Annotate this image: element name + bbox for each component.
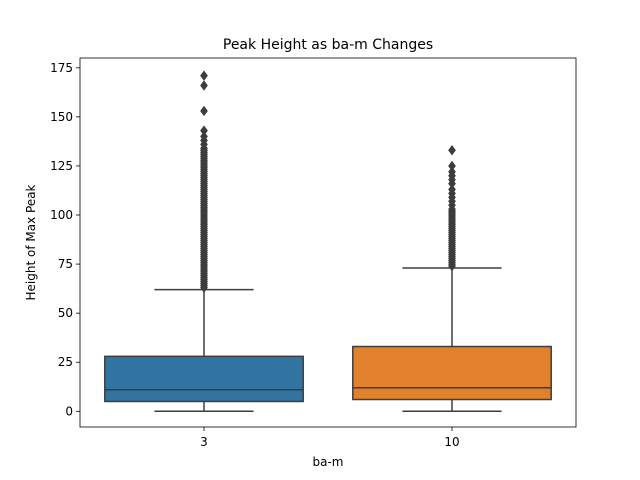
box-group-3 xyxy=(104,70,304,413)
outlier-point xyxy=(448,144,456,156)
y-tick-label: 150 xyxy=(50,110,73,124)
x-axis: 3 10 xyxy=(200,427,460,449)
plot-area xyxy=(104,70,552,413)
y-tick-label: 0 xyxy=(65,404,73,418)
x-tick-label: 3 xyxy=(200,435,208,449)
outlier-point xyxy=(200,70,208,81)
y-tick-label: 25 xyxy=(58,355,73,369)
outlier-point xyxy=(200,125,208,136)
y-tick-label: 175 xyxy=(50,61,73,75)
y-axis-label: Height of Max Peak xyxy=(24,184,38,300)
axes-frame xyxy=(79,57,577,428)
outlier-point xyxy=(448,184,456,195)
y-axis: 0 25 50 75 100 125 150 175 xyxy=(50,61,80,418)
outlier-point xyxy=(200,105,208,117)
y-tick-label: 50 xyxy=(58,306,73,320)
box-3 xyxy=(104,355,304,403)
x-tick-label: 10 xyxy=(444,435,459,449)
y-tick-label: 100 xyxy=(50,208,73,222)
outlier-point xyxy=(448,160,456,172)
y-tick-label: 125 xyxy=(50,159,73,173)
outlier-point xyxy=(448,166,456,178)
outlier-point xyxy=(200,80,208,91)
chart-title: Peak Height as ba-m Changes xyxy=(223,37,433,53)
box-10 xyxy=(352,345,552,401)
box-group-10 xyxy=(352,144,552,413)
outlier-point xyxy=(200,131,208,142)
x-axis-label: ba-m xyxy=(313,455,344,469)
y-tick-label: 75 xyxy=(58,257,73,271)
